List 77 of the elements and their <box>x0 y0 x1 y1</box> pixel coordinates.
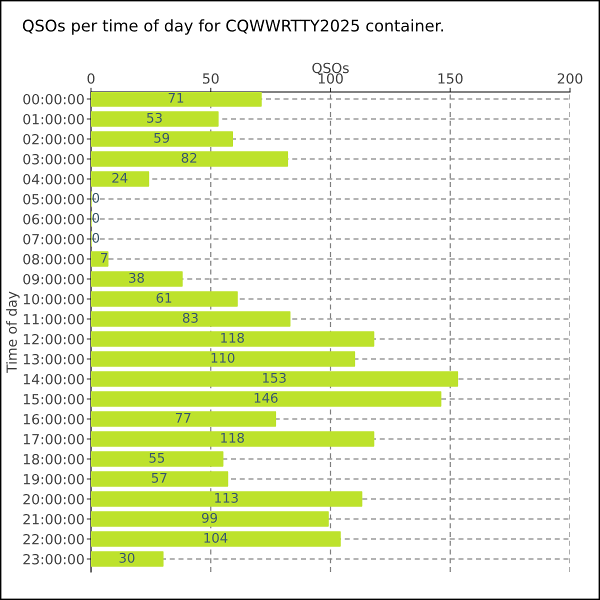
y-tick-label: 10:00:00 <box>24 294 84 304</box>
y-tick-label: 16:00:00 <box>24 414 84 424</box>
y-axis-title: Time of day <box>6 292 20 373</box>
bar <box>91 551 164 567</box>
data-label: 104 <box>204 532 228 543</box>
data-label: 30 <box>120 552 134 563</box>
bar <box>91 371 458 387</box>
data-label: 59 <box>154 132 170 143</box>
y-tick-label: 03:00:00 <box>23 154 84 164</box>
bar <box>91 351 356 367</box>
data-label: 77 <box>176 413 190 423</box>
y-tick-label: 11:00:00 <box>24 314 84 324</box>
y-tick-label: 22:00:00 <box>23 534 84 544</box>
x-tick-label: 0 <box>87 73 94 84</box>
data-label: 38 <box>129 272 144 283</box>
y-tick-label: 04:00:00 <box>23 174 84 184</box>
bar <box>91 171 150 187</box>
x-axis-title: QSOs <box>312 62 349 75</box>
y-tick-label: 17:00:00 <box>24 434 84 444</box>
bar <box>91 151 288 167</box>
data-label: 24 <box>112 172 128 183</box>
bar <box>91 331 374 347</box>
bar <box>91 531 341 547</box>
bar <box>91 131 233 147</box>
bar <box>91 431 374 447</box>
data-label: 0 <box>92 232 100 243</box>
y-tick-label: 18:00:00 <box>24 454 84 464</box>
x-tick-label: 200 <box>558 73 582 84</box>
bar <box>91 111 219 127</box>
y-tick-label: 05:00:00 <box>23 194 84 204</box>
data-label: 110 <box>212 352 234 363</box>
bar <box>91 451 224 467</box>
bar <box>91 511 329 527</box>
data-label: 153 <box>263 372 286 383</box>
y-tick-label: 14:00:00 <box>24 374 84 384</box>
bar <box>91 251 108 267</box>
data-label: 71 <box>168 93 184 103</box>
data-label: 118 <box>221 432 244 443</box>
y-tick-label: 20:00:00 <box>23 494 84 504</box>
bar <box>91 291 238 307</box>
y-tick-label: 23:00:00 <box>23 554 84 564</box>
data-label: 0 <box>92 192 100 203</box>
y-tick-label: 02:00:00 <box>23 134 84 144</box>
y-tick-label: 00:00:00 <box>23 94 84 104</box>
bar <box>91 92 262 107</box>
data-label: 118 <box>221 332 244 343</box>
data-label: 7 <box>101 253 108 263</box>
y-tick-label: 21:00:00 <box>23 514 84 524</box>
x-tick-label: 100 <box>318 73 343 84</box>
y-tick-label: 01:00:00 <box>23 114 84 124</box>
bar <box>91 411 276 427</box>
data-label: 55 <box>149 453 164 463</box>
bar <box>91 491 362 507</box>
data-label: 113 <box>215 492 238 503</box>
x-tick-label: 150 <box>438 73 463 84</box>
bar <box>91 271 183 287</box>
bar <box>91 391 442 407</box>
data-label: 53 <box>147 112 162 123</box>
data-label: 82 <box>182 152 196 163</box>
bar <box>91 471 228 487</box>
data-label: 0 <box>92 212 100 223</box>
y-tick-label: 19:00:00 <box>24 474 84 484</box>
y-tick-label: 09:00:00 <box>23 274 84 284</box>
data-label: 61 <box>156 292 172 303</box>
y-tick-label: 12:00:00 <box>24 334 84 344</box>
chart-title: QSOs per time of day for CQWWRTTY2025 container. <box>22 19 443 35</box>
y-tick-label: 13:00:00 <box>24 354 84 364</box>
y-tick-label: 15:00:00 <box>24 394 84 404</box>
x-tick-label: 50 <box>202 73 219 84</box>
data-label: 57 <box>152 473 167 483</box>
y-tick-label: 06:00:00 <box>23 214 84 224</box>
bar <box>91 311 290 327</box>
data-label: 146 <box>254 392 278 403</box>
y-tick-label: 07:00:00 <box>23 234 84 244</box>
data-label: 83 <box>182 312 198 323</box>
data-label: 99 <box>202 512 218 523</box>
y-tick-label: 08:00:00 <box>23 254 84 264</box>
